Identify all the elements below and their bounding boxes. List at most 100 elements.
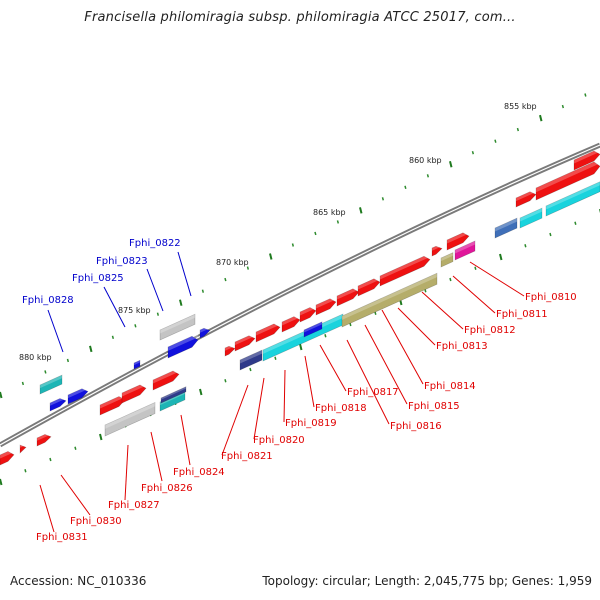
gene-label-bottom: Fphi_0821 — [221, 451, 273, 462]
tick-mark — [274, 356, 277, 360]
tick-mark — [426, 174, 430, 178]
leader-line — [177, 251, 192, 297]
leader-line — [452, 275, 496, 314]
leader-line — [103, 286, 126, 328]
tick-mark — [404, 185, 407, 190]
gene-fphi-0810 — [515, 191, 537, 208]
leader-line — [319, 344, 347, 392]
map-title: Francisella philomiragia subsp. philomir… — [84, 10, 516, 25]
tick-mark — [134, 324, 137, 328]
gene-gray-low — [104, 402, 156, 437]
gene-label-bottom: Fphi_0819 — [285, 418, 337, 429]
tick-mark — [99, 433, 103, 441]
gene-fphi-0828 — [49, 398, 67, 412]
gene-navy-low-highlight — [161, 386, 186, 400]
gene-label-bottom: Fphi_0816 — [390, 421, 442, 432]
gene-label-bottom: Fphi_0824 — [173, 467, 225, 478]
leader-line — [304, 355, 315, 408]
gene-fphi-0818 — [299, 307, 317, 323]
tick-mark — [474, 266, 477, 270]
gene-gray-low-highlight — [105, 402, 155, 429]
gene-label-bottom: Fphi_0811 — [496, 309, 548, 320]
tick-mark — [269, 253, 273, 260]
gene-cyan-right-long-highlight — [546, 181, 600, 210]
leader-line — [146, 268, 164, 312]
gene-cyan-right-highlight — [520, 208, 542, 222]
tick-mark — [524, 244, 527, 248]
gene-steel-highlight — [495, 218, 517, 232]
gene-label-bottom: Fphi_0814 — [424, 381, 476, 392]
leader-line — [47, 309, 64, 353]
gene-fphi-0828b-highlight — [68, 386, 88, 399]
gene-label-bottom: Fphi_0831 — [36, 532, 88, 543]
gene-label-bottom: Fphi_0818 — [315, 403, 367, 414]
tick-mark — [66, 358, 70, 363]
gene-label-bottom: Fphi_0827 — [108, 500, 160, 511]
tick-mark — [74, 446, 77, 450]
gene-gray-top-highlight — [160, 314, 195, 334]
gene-cyan-right — [519, 207, 543, 229]
scale-label: 865 kbp — [313, 208, 346, 217]
tick-mark — [179, 299, 183, 306]
gene-label-bottom: Fphi_0810 — [525, 292, 577, 303]
tick-mark — [89, 345, 93, 353]
tick-mark — [574, 221, 577, 225]
gene-cyan-right-long — [545, 181, 600, 217]
gene-fphi-0816 — [336, 288, 360, 307]
gene-features — [0, 148, 600, 466]
gene-fphi-0811 — [446, 232, 470, 251]
gene-fphi-0830a — [19, 444, 27, 454]
tick-mark — [224, 379, 227, 383]
gene-olive-small-highlight — [441, 252, 453, 262]
leader-line — [364, 324, 408, 405]
leader-line — [221, 384, 249, 456]
gene-fphi-0817-highlight — [316, 296, 336, 309]
gene-fphi-0827-highlight — [100, 393, 125, 409]
tick-mark — [291, 243, 295, 247]
gene-fphi-0808 — [573, 150, 600, 171]
tick-mark — [449, 160, 453, 168]
topology-text: Topology: circular; Length: 2,045,775 bp… — [262, 574, 592, 588]
tick-mark — [224, 277, 227, 282]
gene-labels: Fphi_0822 Fphi_0823 Fphi_0825 Fphi_0828 Fphi… — [22, 238, 577, 543]
gene-fphi-0822-highlight — [168, 333, 198, 351]
tick-mark — [471, 150, 475, 155]
gene-fphi-0831 — [0, 451, 15, 466]
gene-label-top: Fphi_0822 — [129, 238, 181, 249]
accession-text: Accession: NC_010336 — [10, 574, 147, 588]
gene-fphi-0812-highlight — [432, 243, 442, 251]
tick-mark — [539, 114, 543, 122]
gene-fphi-0830a-highlight — [20, 442, 26, 448]
tick-mark — [549, 232, 552, 237]
tick-mark — [561, 104, 565, 109]
tick-mark — [349, 322, 352, 327]
gene-fphi-0825-highlight — [134, 360, 140, 366]
gene-label-bottom: Fphi_0812 — [464, 325, 516, 336]
gene-fphi-0818-highlight — [300, 304, 316, 316]
gene-blue-small-highlight — [304, 321, 322, 333]
scale-label: 875 kbp — [118, 306, 151, 315]
tick-mark — [499, 253, 503, 261]
gene-fphi-0830 — [36, 434, 52, 447]
tick-mark — [381, 197, 385, 201]
tick-mark — [359, 207, 363, 214]
gene-steel — [494, 217, 518, 239]
gene-blue-small — [303, 321, 323, 338]
gene-fphi-0826-highlight — [122, 382, 146, 397]
leader-line — [150, 431, 163, 482]
tick-mark — [0, 478, 3, 486]
gene-cyan-block-highlight — [263, 314, 343, 354]
gene-navy-block-highlight — [240, 350, 262, 364]
gene-magenta-highlight — [455, 241, 475, 254]
gene-fphi-0828-highlight — [50, 395, 66, 406]
gene-fphi-0819-highlight — [282, 313, 300, 326]
leader-line — [346, 339, 390, 425]
gene-fphi-0820-highlight — [256, 321, 280, 336]
gene-label-top: Fphi_0823 — [96, 256, 148, 267]
gene-label-top: Fphi_0828 — [22, 295, 74, 306]
gene-fphi-0824-highlight — [153, 368, 179, 384]
genome-backbone-highlight — [0, 144, 600, 446]
gene-label-bottom: Fphi_0815 — [408, 401, 460, 412]
gene-navy-block — [239, 349, 263, 371]
tick-mark — [449, 277, 452, 282]
